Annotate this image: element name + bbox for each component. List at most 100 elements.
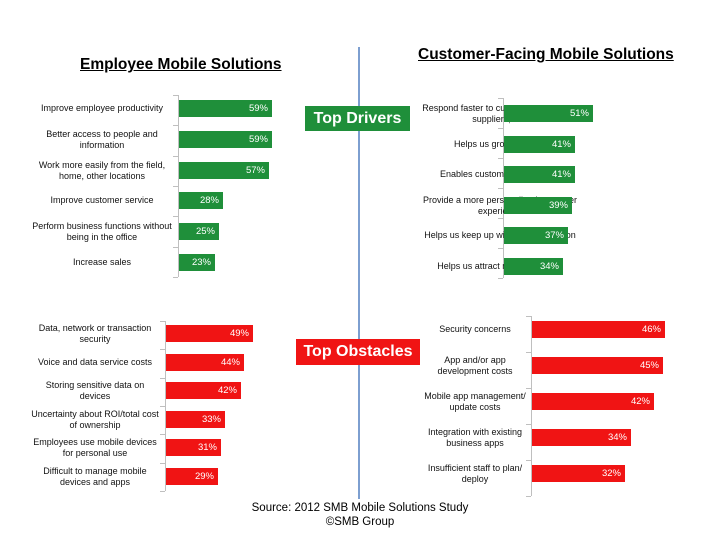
customer-drivers-value-label: 34%	[539, 261, 559, 272]
customer-drivers-category-label: Enables customer self-service	[439, 169, 561, 179]
employee-obstacles-axis-tick	[160, 406, 165, 407]
source-line: Source: 2012 SMB Mobile Solutions Study	[251, 502, 469, 514]
employee-obstacles-axis-tick	[160, 491, 165, 492]
copyright-line: ©SMB Group	[325, 516, 395, 528]
employee-drivers-axis-tick	[173, 95, 178, 96]
customer-obstacles-category-label: Security concerns	[439, 324, 511, 334]
customer-obstacles-value-label: 34%	[607, 432, 627, 443]
top-obstacles-banner: Top Obstacles	[296, 339, 420, 365]
employee-obstacles-bar	[166, 439, 221, 456]
employee-drivers-category-label: Increase sales	[72, 257, 132, 267]
customer-obstacles-axis-tick	[526, 460, 531, 461]
employee-drivers-axis-tick	[173, 156, 178, 157]
customer-obstacles-category-label: Integration with existing business apps	[427, 426, 523, 448]
employee-obstacles-axis-tick	[160, 434, 165, 435]
customer-obstacles-value-label: 46%	[641, 324, 661, 335]
customer-obstacles-bar	[532, 321, 665, 338]
employee-drivers-bar	[179, 223, 219, 240]
customer-obstacles-bar	[532, 465, 625, 482]
employee-drivers-axis	[178, 95, 179, 277]
employee-obstacles-bar	[166, 354, 244, 371]
customer-obstacles-axis-tick	[526, 352, 531, 353]
customer-drivers-category-label: Provide a more personalized customer exp…	[422, 194, 578, 216]
employee-obstacles-category-label: Employees use mobile devices for persona…	[33, 436, 157, 458]
employee-drivers-axis-tick	[173, 125, 178, 126]
customer-drivers-value-label: 41%	[551, 139, 571, 150]
customer-drivers-bar	[504, 166, 575, 183]
employee-drivers-value-label: 59%	[248, 103, 268, 114]
customer-obstacles-value-label: 45%	[639, 360, 659, 371]
customer-drivers-axis-tick	[498, 218, 503, 219]
customer-drivers-value-label: 37%	[544, 230, 564, 241]
employee-drivers-category-label: Perform business functions without being…	[32, 220, 172, 242]
employee-obstacles-value-label: 31%	[197, 442, 217, 453]
employee-obstacles-value-label: 29%	[194, 471, 214, 482]
customer-drivers-value-label: 39%	[548, 200, 568, 211]
customer-obstacles-bar	[532, 357, 663, 374]
employee-obstacles-axis-tick	[160, 463, 165, 464]
employee-drivers-axis-tick	[173, 186, 178, 187]
top-drivers-banner: Top Drivers	[305, 106, 410, 131]
customer-drivers-bar	[504, 197, 572, 214]
center-divider	[358, 47, 360, 499]
customer-solutions-title: Customer-Facing Mobile Solutions	[418, 46, 674, 63]
customer-drivers-axis-tick	[498, 158, 503, 159]
employee-obstacles-value-label: 44%	[220, 357, 240, 368]
customer-drivers-bar	[504, 136, 575, 153]
employee-obstacles-value-label: 49%	[229, 328, 249, 339]
employee-drivers-value-label: 23%	[191, 257, 211, 268]
employee-obstacles-category-label: Storing sensitive data on devices	[45, 379, 145, 401]
employee-obstacles-category-label: Difficult to manage mobile devices and a…	[43, 465, 147, 487]
employee-obstacles-bar	[166, 325, 253, 342]
customer-obstacles-axis	[531, 316, 532, 496]
customer-drivers-category-label: Helps us keep up with the competition	[424, 230, 576, 240]
employee-drivers-axis-tick	[173, 216, 178, 217]
employee-drivers-bar	[179, 254, 215, 271]
employee-drivers-value-label: 25%	[195, 226, 215, 237]
customer-drivers-bar	[504, 105, 593, 122]
customer-drivers-value-label: 51%	[569, 108, 589, 119]
customer-obstacles-value-label: 42%	[630, 396, 650, 407]
customer-obstacles-category-label: Insufficient staff to plan/ deploy	[427, 462, 523, 484]
customer-drivers-category-label: Respond faster to customers, partners, s…	[422, 102, 578, 124]
employee-drivers-category-label: Work more easily from the field, home, o…	[38, 159, 166, 181]
customer-drivers-axis-tick	[498, 128, 503, 129]
employee-drivers-category-label: Improve customer service	[50, 195, 154, 205]
customer-drivers-bar	[504, 258, 563, 275]
employee-solutions-title: Employee Mobile Solutions	[80, 56, 282, 73]
employee-drivers-category-label: Improve employee productivity	[40, 103, 164, 113]
employee-obstacles-category-label: Voice and data service costs	[37, 357, 153, 367]
employee-obstacles-axis-tick	[160, 378, 165, 379]
employee-obstacles-bar	[166, 382, 241, 399]
customer-obstacles-axis-tick	[526, 424, 531, 425]
customer-drivers-category-label: Helps us grow revenue	[453, 139, 547, 149]
employee-obstacles-category-label: Uncertainty about ROI/total cost of owne…	[31, 408, 159, 430]
customer-drivers-axis-tick	[498, 188, 503, 189]
employee-obstacles-value-label: 42%	[217, 385, 237, 396]
customer-drivers-axis-tick	[498, 98, 503, 99]
customer-drivers-value-label: 41%	[551, 169, 571, 180]
employee-drivers-bar	[179, 162, 269, 179]
customer-drivers-axis	[503, 98, 504, 278]
employee-drivers-value-label: 59%	[248, 134, 268, 145]
employee-drivers-bar	[179, 192, 223, 209]
customer-obstacles-axis-tick	[526, 316, 531, 317]
source-note: Source: 2012 SMB Mobile Solutions Study …	[0, 501, 720, 529]
employee-drivers-bar	[179, 131, 272, 148]
customer-drivers-category-label: Helps us attract new customers	[437, 261, 563, 271]
employee-obstacles-bar	[166, 468, 218, 485]
employee-drivers-bar	[179, 100, 272, 117]
customer-obstacles-axis-tick	[526, 388, 531, 389]
employee-obstacles-axis-tick	[160, 321, 165, 322]
employee-drivers-value-label: 57%	[245, 165, 265, 176]
customer-obstacles-value-label: 32%	[601, 468, 621, 479]
customer-drivers-axis-tick	[498, 278, 503, 279]
customer-obstacles-category-label: App and/or app development costs	[437, 354, 513, 376]
customer-drivers-axis-tick	[498, 248, 503, 249]
employee-obstacles-category-label: Data, network or transaction security	[38, 322, 152, 344]
employee-drivers-axis-tick	[173, 277, 178, 278]
employee-obstacles-axis	[165, 321, 166, 491]
employee-drivers-axis-tick	[173, 247, 178, 248]
employee-obstacles-value-label: 33%	[201, 414, 221, 425]
